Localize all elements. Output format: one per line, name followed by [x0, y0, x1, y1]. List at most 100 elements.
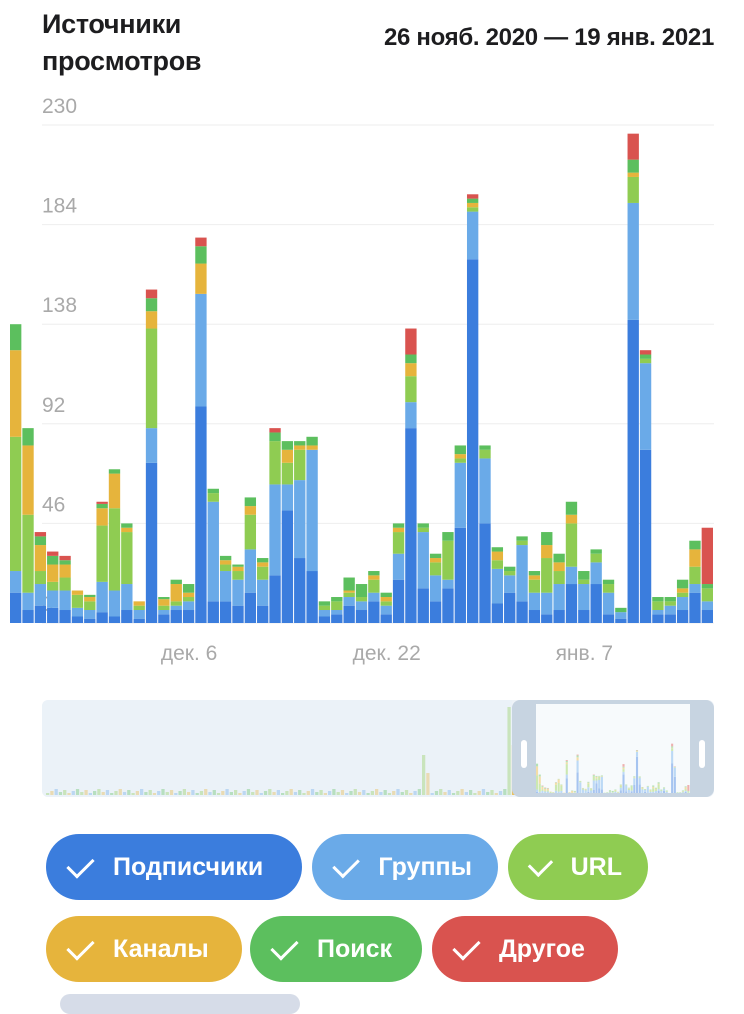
bar-segment-subscribers[interactable] [467, 259, 478, 623]
bar-segment-groups[interactable] [492, 569, 503, 604]
bar-segment-subscribers[interactable] [677, 610, 688, 623]
bar-segment-channels[interactable] [134, 601, 145, 605]
bar-segment-subscribers[interactable] [195, 406, 206, 623]
bar-segment-search[interactable] [96, 504, 107, 508]
bar-segment-other[interactable] [47, 552, 58, 556]
bar-segment-subscribers[interactable] [59, 610, 70, 623]
bar-segment-groups[interactable] [430, 575, 441, 601]
bar-segment-url[interactable] [109, 508, 120, 590]
bar-segment-search[interactable] [405, 355, 416, 364]
bar-segment-url[interactable] [479, 450, 490, 459]
bar-segment-groups[interactable] [356, 601, 367, 610]
bar-segment-subscribers[interactable] [381, 614, 392, 623]
bar-segment-url[interactable] [677, 593, 688, 597]
bar-segment-groups[interactable] [47, 591, 58, 608]
bar-segment-subscribers[interactable] [269, 575, 280, 623]
bar-segment-url[interactable] [183, 597, 194, 601]
bar-segment-groups[interactable] [343, 597, 354, 606]
bar-segment-channels[interactable] [529, 575, 540, 579]
bar-segment-search[interactable] [35, 536, 46, 545]
bar-segment-search[interactable] [393, 523, 404, 527]
bar-segment-search[interactable] [467, 199, 478, 203]
bar-segment-channels[interactable] [405, 363, 416, 376]
bar-segment-subscribers[interactable] [418, 588, 429, 623]
bar-segment-search[interactable] [628, 160, 639, 173]
bar-segment-groups[interactable] [257, 580, 268, 606]
bar-segment-url[interactable] [72, 595, 83, 608]
legend-chip-subscribers[interactable]: Подписчики [46, 834, 302, 900]
bar-segment-groups[interactable] [603, 593, 614, 615]
bar-segment-other[interactable] [146, 290, 157, 299]
bar-segment-search[interactable] [504, 567, 515, 571]
bar-segment-url[interactable] [442, 541, 453, 580]
bar-segment-url[interactable] [578, 580, 589, 584]
bar-segment-subscribers[interactable] [455, 528, 466, 623]
bar-segment-groups[interactable] [208, 502, 219, 602]
bar-segment-channels[interactable] [183, 593, 194, 597]
bar-segment-groups[interactable] [368, 593, 379, 602]
bar-segment-channels[interactable] [47, 565, 58, 582]
bar-segment-url[interactable] [245, 515, 256, 550]
bar-segment-subscribers[interactable] [146, 463, 157, 623]
bar-segment-search[interactable] [640, 355, 651, 359]
bar-segment-channels[interactable] [677, 588, 688, 592]
bar-segment-channels[interactable] [343, 591, 354, 593]
bar-segment-subscribers[interactable] [183, 610, 194, 623]
bar-segment-url[interactable] [516, 541, 527, 545]
bar-segment-groups[interactable] [578, 584, 589, 610]
bar-segment-groups[interactable] [96, 582, 107, 612]
bar-segment-subscribers[interactable] [72, 617, 83, 624]
bar-segment-groups[interactable] [405, 402, 416, 428]
bar-segment-url[interactable] [47, 582, 58, 591]
bar-segment-url[interactable] [393, 532, 404, 554]
bar-segment-url[interactable] [84, 601, 95, 610]
bar-segment-subscribers[interactable] [356, 610, 367, 623]
bar-segment-groups[interactable] [158, 610, 169, 614]
bar-segment-subscribers[interactable] [208, 601, 219, 623]
bar-segment-channels[interactable] [10, 350, 21, 437]
bar-segment-subscribers[interactable] [504, 593, 515, 623]
bar-segment-subscribers[interactable] [566, 584, 577, 623]
bar-segment-groups[interactable] [615, 612, 626, 619]
bar-segment-channels[interactable] [541, 545, 552, 558]
bar-segment-subscribers[interactable] [294, 558, 305, 623]
bar-segment-subscribers[interactable] [96, 612, 107, 623]
bar-segment-subscribers[interactable] [553, 610, 564, 623]
legend-chip-search[interactable]: Поиск [250, 916, 422, 982]
bar-segment-subscribers[interactable] [430, 601, 441, 623]
bar-segment-search[interactable] [257, 558, 268, 562]
bar-segment-subscribers[interactable] [331, 614, 342, 623]
bar-segment-subscribers[interactable] [689, 593, 700, 623]
bar-segment-other[interactable] [96, 502, 107, 504]
bar-segment-other[interactable] [269, 428, 280, 432]
bar-segment-groups[interactable] [245, 549, 256, 592]
bar-segment-url[interactable] [220, 565, 231, 572]
bar-segment-subscribers[interactable] [171, 610, 182, 623]
bar-segment-channels[interactable] [553, 562, 564, 571]
bar-segment-groups[interactable] [529, 593, 540, 610]
bar-segment-search[interactable] [319, 601, 330, 605]
bar-segment-subscribers[interactable] [35, 606, 46, 623]
bar-segment-other[interactable] [195, 238, 206, 247]
bar-segment-url[interactable] [368, 580, 379, 593]
bar-segment-search[interactable] [492, 547, 503, 551]
bar-segment-url[interactable] [628, 177, 639, 203]
bar-segment-search[interactable] [306, 437, 317, 446]
bar-segment-groups[interactable] [418, 532, 429, 588]
bar-segment-subscribers[interactable] [479, 523, 490, 623]
bar-segment-search[interactable] [455, 445, 466, 454]
bar-segment-subscribers[interactable] [665, 614, 676, 623]
bar-segment-groups[interactable] [553, 584, 564, 610]
bar-segment-subscribers[interactable] [368, 601, 379, 623]
bar-segment-channels[interactable] [381, 597, 392, 601]
bar-segment-groups[interactable] [35, 584, 46, 606]
bar-segment-groups[interactable] [109, 591, 120, 617]
bar-segment-channels[interactable] [492, 552, 503, 561]
bar-segment-subscribers[interactable] [282, 510, 293, 623]
bar-segment-channels[interactable] [306, 445, 317, 449]
bar-segment-search[interactable] [121, 523, 132, 527]
bar-segment-groups[interactable] [665, 606, 676, 615]
bar-segment-channels[interactable] [455, 454, 466, 458]
bar-segment-subscribers[interactable] [492, 604, 503, 623]
